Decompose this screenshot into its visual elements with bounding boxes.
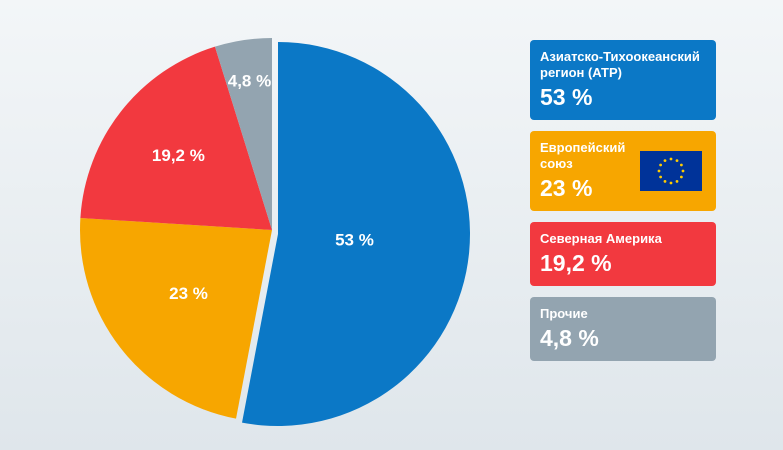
legend-card-north-america: Северная Америка 19,2 % [530, 222, 716, 286]
pie-slice-apac [242, 42, 470, 426]
legend-label: Прочие [540, 306, 588, 321]
pie-label-north-america: 19,2 % [152, 146, 205, 165]
pie-slice-north-america [80, 46, 272, 230]
eu-flag-icon [640, 151, 702, 191]
legend-label: Европейский союз [540, 140, 626, 171]
pie-label-eu: 23 % [169, 284, 208, 303]
legend-value: 53 % [540, 84, 593, 110]
legend-value: 4,8 % [540, 325, 599, 351]
legend-card-apac: Азиатско-Тихоокеанский регион (АТР) 53 % [530, 40, 716, 120]
pie-slice-other [214, 38, 272, 230]
legend-value: 23 % [540, 175, 593, 201]
legend-card-other: Прочие 4,8 % [530, 297, 716, 361]
pie-slice-eu [80, 217, 272, 419]
legend-label: Азиатско-Тихоокеанский регион (АТР) [540, 49, 700, 80]
pie-label-apac: 53 % [335, 231, 374, 250]
pie-label-other: 4,8 % [228, 71, 271, 90]
legend-card-eu: Европейский союз 23 % [530, 131, 716, 211]
legend-value: 19,2 % [540, 250, 612, 276]
pie-chart: 53 % 23 % 19,2 % 4,8 % [80, 38, 470, 426]
legend: Азиатско-Тихоокеанский регион (АТР) 53 %… [530, 40, 716, 372]
legend-label: Северная Америка [540, 231, 662, 246]
